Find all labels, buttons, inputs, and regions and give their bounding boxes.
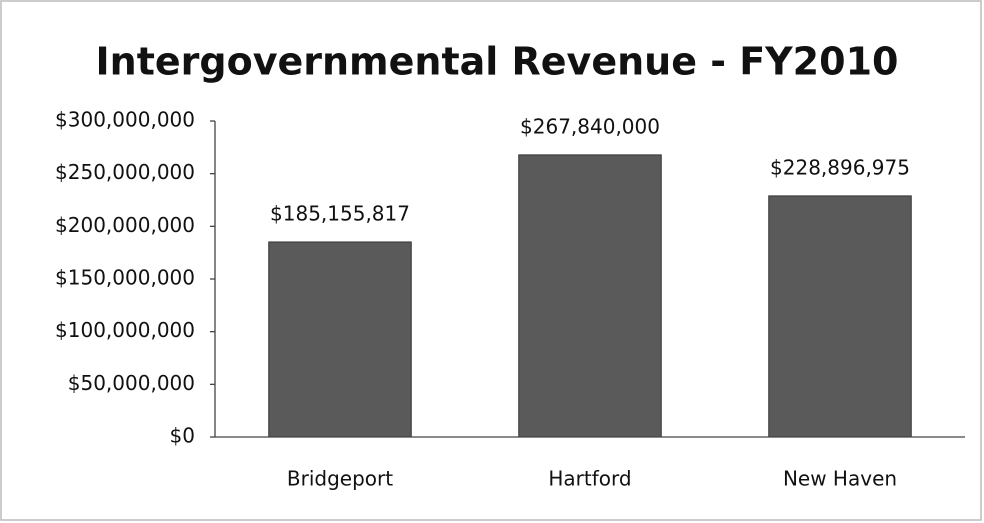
x-tick-label: Hartford [548, 467, 631, 491]
bar [768, 195, 912, 438]
data-label: $185,155,817 [270, 201, 410, 225]
data-label: $267,840,000 [520, 114, 660, 138]
x-tick-label: Bridgeport [287, 467, 393, 491]
y-tick-label: $150,000,000 [55, 266, 195, 290]
y-tick-label: $100,000,000 [55, 318, 195, 342]
bar [268, 241, 412, 438]
chart-title: Intergovernmental Revenue - FY2010 [96, 40, 899, 84]
y-tick-label: $200,000,000 [55, 213, 195, 237]
x-tick-label: New Haven [783, 467, 897, 491]
y-tick-label: $0 [170, 424, 195, 448]
bar [518, 154, 662, 438]
y-tick-label: $50,000,000 [68, 371, 195, 395]
data-label: $228,896,975 [770, 155, 910, 179]
y-tick-label: $250,000,000 [55, 160, 195, 184]
y-tick-label: $300,000,000 [55, 108, 195, 132]
